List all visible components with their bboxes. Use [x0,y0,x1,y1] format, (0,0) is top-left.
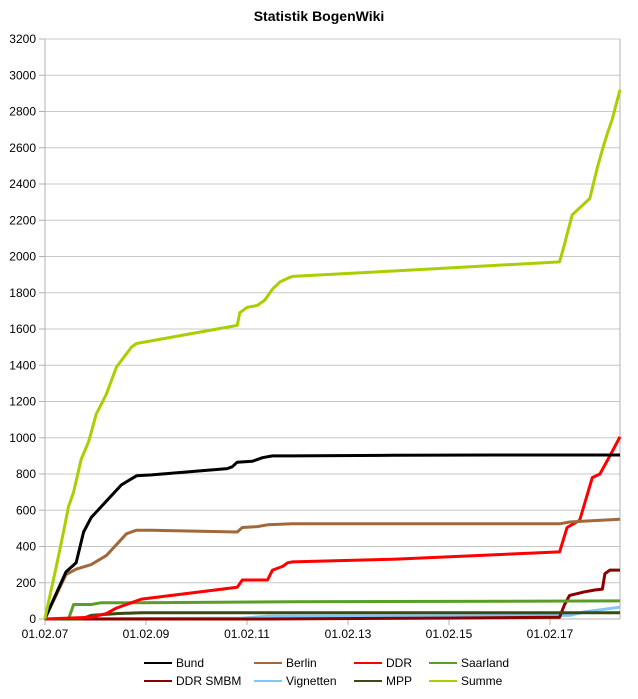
y-tick-label: 400 [16,540,36,554]
legend-label: Bund [176,656,205,670]
y-tick-label: 1400 [9,358,36,372]
series-summe [43,89,622,620]
x-tick-label: 01.02.17 [527,627,574,641]
legend-swatch-icon [254,662,282,664]
legend-swatch-icon [144,662,172,664]
legend: Bund Berlin DDR Saarland DDR SMBM Vignetten MP… [144,656,514,688]
y-tick-label: 1600 [9,322,36,336]
x-tick-label: 01.02.11 [224,627,270,641]
y-tick-label: 1000 [9,431,36,445]
legend-swatch-icon [254,680,282,682]
chart-title: Statistik BogenWiki [253,8,385,24]
legend-item-bund: Bund [144,656,254,670]
x-tick-label: 01.02.15 [426,627,473,641]
legend-swatch-icon [354,662,382,664]
axes: 0 200 400 600 800 1000 1200 1400 1600 1800 2000 220… [9,32,621,641]
legend-label: DDR SMBM [176,674,242,688]
legend-swatch-icon [354,680,382,682]
y-tick-label: 200 [16,576,36,590]
legend-label: MPP [386,674,413,688]
gridlines [45,38,620,620]
legend-item-berlin: Berlin [254,656,354,670]
legend-item-mpp: MPP [354,674,429,688]
legend-swatch-icon [144,680,172,682]
legend-label: Vignetten [286,674,337,688]
legend-item-saarland: Saarland [429,656,514,670]
x-tick-label: 01.02.13 [325,627,372,641]
legend-swatch-icon [429,662,457,664]
y-tick-label: 2800 [9,105,36,119]
legend-label: Saarland [461,656,510,670]
series-berlin [43,517,621,620]
series-lines [43,89,622,621]
legend-item-vignetten: Vignetten [254,674,354,688]
x-tick-label: 01.02.09 [123,627,170,641]
series-ddr-smbm [44,568,620,621]
y-tick-label: 2000 [9,250,36,264]
y-tick-label: 2200 [9,213,36,227]
y-tick-label: 600 [16,503,36,517]
y-tick-label: 2400 [9,177,36,191]
series-bund [43,453,620,620]
y-tick-label: 3200 [9,32,36,46]
y-tick-label: 1200 [9,395,36,409]
legend-item-summe: Summe [429,674,514,688]
y-tick-label: 800 [16,467,36,481]
legend-label: DDR [386,656,412,670]
legend-item-ddr: DDR [354,656,429,670]
legend-label: Summe [461,674,503,688]
y-tick-label: 2600 [9,141,36,155]
legend-swatch-icon [429,680,457,682]
y-tick-label: 3000 [9,68,36,82]
legend-item-ddr-smbm: DDR SMBM [144,674,254,688]
legend-label: Berlin [286,656,317,670]
y-tick-label: 1800 [9,286,36,300]
series-ddr [44,436,622,621]
y-tick-label: 0 [29,612,36,626]
x-tick-label: 01.02.07 [22,627,69,641]
